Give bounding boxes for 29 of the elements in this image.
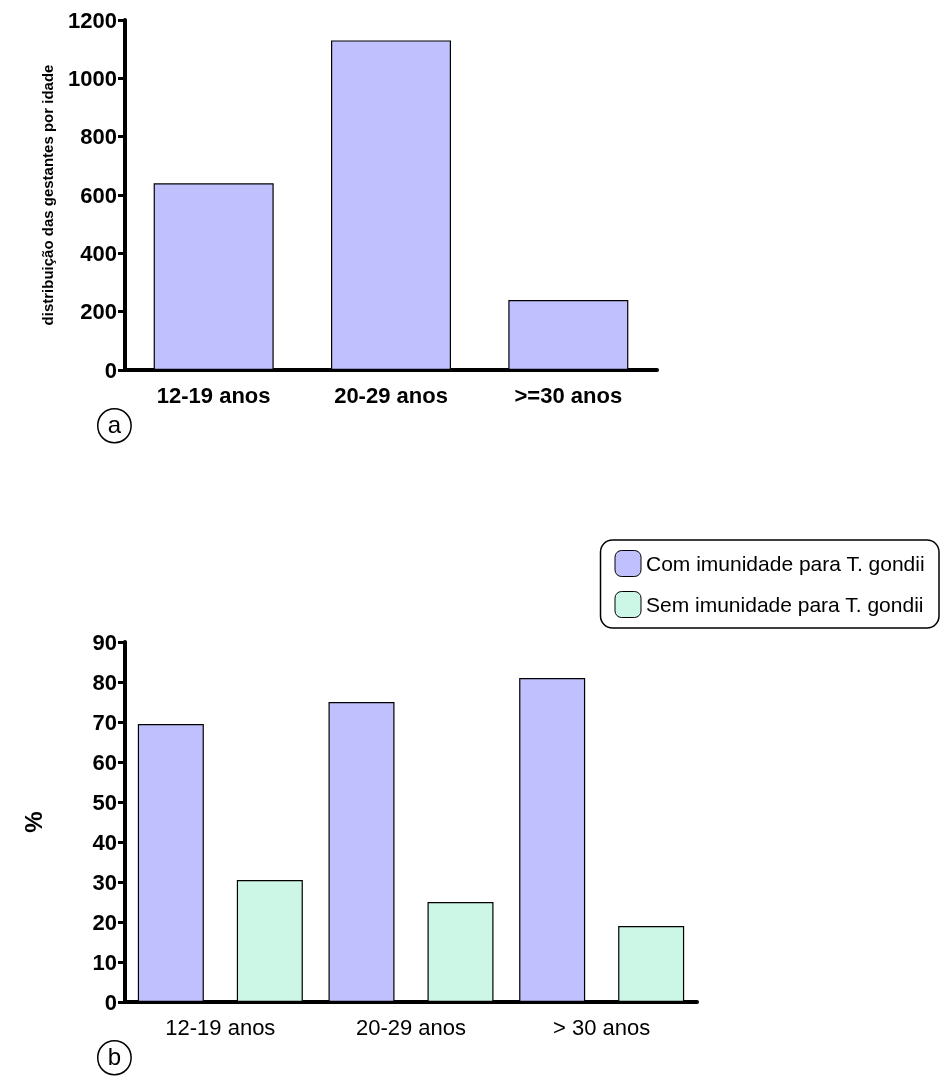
y-tick-label: 20 — [92, 909, 117, 935]
y-tick-label: 0 — [104, 989, 117, 1015]
y-tick-label: 1000 — [68, 65, 117, 91]
y-tick-label: 60 — [92, 749, 117, 775]
y-tick-label: 50 — [92, 789, 117, 815]
y-tick-label: 10 — [92, 949, 117, 975]
y-tick-label: 30 — [92, 869, 117, 895]
y-tick-label: 800 — [80, 124, 117, 150]
legend-label: Com imunidade para T. gondii — [646, 552, 925, 575]
x-tick-label: > 30 anos — [553, 1014, 651, 1040]
y-tick-label: 200 — [80, 299, 117, 325]
legend-label: Sem imunidade para T. gondii — [646, 593, 924, 616]
text: b — [107, 1043, 122, 1071]
x-tick-label: 20-29 anos — [334, 382, 448, 408]
y-tick-label: 80 — [92, 669, 117, 695]
y-tick-label: 400 — [80, 240, 117, 266]
x-tick-label: 12-19 anos — [165, 1014, 276, 1040]
y-axis-title: % — [19, 811, 47, 833]
y-tick-label: 70 — [92, 709, 117, 735]
y-tick-label: 600 — [80, 182, 117, 208]
x-tick-label: 20-29 anos — [355, 1014, 467, 1040]
x-tick-label: >=30 anos — [514, 382, 623, 408]
x-tick-label: 12-19 anos — [156, 382, 271, 408]
y-tick-label: 40 — [92, 829, 117, 855]
y-tick-label: 90 — [92, 629, 117, 655]
y-tick-label: 0 — [104, 357, 117, 383]
y-axis-title: distribuição das gestantes por idade — [39, 64, 56, 326]
y-tick-label: 1200 — [68, 7, 117, 33]
text: a — [107, 411, 122, 439]
